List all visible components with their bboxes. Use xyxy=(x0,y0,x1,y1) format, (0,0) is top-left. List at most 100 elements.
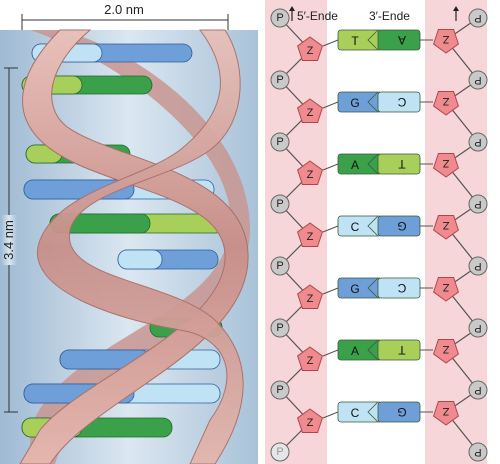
right-sugar-label: Z xyxy=(442,219,449,231)
width-dimension: 2.0 nm xyxy=(21,2,229,30)
right-sugar-label: Z xyxy=(442,95,449,107)
left-sugar xyxy=(297,346,323,371)
right-base xyxy=(377,339,421,361)
right-base xyxy=(377,401,421,423)
width-label: 2.0 nm xyxy=(104,2,144,17)
phosphate-label: P xyxy=(276,322,283,334)
right-sugar xyxy=(433,215,459,240)
left-base-label: T xyxy=(351,34,359,48)
phosphate-label: P xyxy=(276,446,283,458)
phosphate-group: P xyxy=(468,8,488,28)
left-sugar xyxy=(297,98,323,123)
left-base-label: G xyxy=(350,282,359,296)
phosphate-label: P xyxy=(276,260,283,272)
five-prime-label: 5′-Ende xyxy=(297,9,338,23)
phosphate-label: P xyxy=(474,198,481,210)
phosphate-label: P xyxy=(276,136,283,148)
phosphate-group: P xyxy=(468,256,488,276)
phosphate-group: P xyxy=(270,318,290,338)
phosphate-group: P xyxy=(270,442,290,462)
height-label: 3.4 nm xyxy=(1,220,16,260)
three-prime-label: 3′-Ende xyxy=(369,9,410,23)
right-sugar-label: Z xyxy=(442,33,449,45)
phosphate-label: P xyxy=(474,260,481,272)
phosphate-label: P xyxy=(474,446,481,458)
left-sugar xyxy=(297,36,323,61)
left-base-label: G xyxy=(350,96,359,110)
ladder: P P P P P P P P P P P P P P P P Z Z T A Z Z G C Z Z A T Z Z C G Z Z G C Z Z A T… xyxy=(270,8,488,462)
base-pair-row: Z Z C G xyxy=(297,215,459,247)
left-sugar xyxy=(297,284,323,309)
left-sugar-label: Z xyxy=(307,417,314,429)
right-base-label: C xyxy=(397,281,406,295)
phosphate-label: P xyxy=(474,322,481,334)
right-sugar-label: Z xyxy=(442,157,449,169)
height-dimension: 3.4 nm xyxy=(1,67,18,413)
phosphate-group: P xyxy=(468,442,488,462)
base-pair-row: Z Z A T xyxy=(297,339,459,371)
base-pair-row: Z Z A T xyxy=(297,153,459,185)
phosphate-group: P xyxy=(468,194,488,214)
right-sugar xyxy=(433,339,459,364)
five-prime-arrow-icon xyxy=(289,6,295,21)
right-base xyxy=(377,277,421,299)
right-base-label: G xyxy=(397,405,406,419)
phosphate-group: P xyxy=(270,8,290,28)
left-sugar-label: Z xyxy=(307,169,314,181)
right-base-label: G xyxy=(397,219,406,233)
right-base-label: A xyxy=(398,33,406,47)
phosphate-group: P xyxy=(468,70,488,90)
left-sugar xyxy=(297,408,323,433)
phosphate-label: P xyxy=(474,12,481,24)
left-sugar-label: Z xyxy=(307,355,314,367)
phosphate-label: P xyxy=(276,384,283,396)
base-pair-row: Z Z G C xyxy=(297,91,459,123)
right-sugar xyxy=(433,91,459,116)
phosphate-label: P xyxy=(474,74,481,86)
right-sugar-label: Z xyxy=(442,281,449,293)
right-base xyxy=(377,153,421,175)
phosphate-label: P xyxy=(276,74,283,86)
base-pair-row: Z Z T A xyxy=(297,29,459,61)
phosphate-group: P xyxy=(270,256,290,276)
left-sugar-label: Z xyxy=(307,231,314,243)
phosphate-group: P xyxy=(468,318,488,338)
phosphate-group: P xyxy=(270,132,290,152)
left-sugar xyxy=(297,160,323,185)
right-base-label: C xyxy=(397,95,406,109)
ladder-panel: 5′-Ende 3′-Ende P P P P P P P P P P P P P P P P Z Z T A Z Z G C… xyxy=(258,0,500,464)
base-pair-row: Z Z G C xyxy=(297,277,459,309)
base-pair-row: Z Z C G xyxy=(297,401,459,433)
right-base xyxy=(377,215,421,237)
right-base xyxy=(377,29,421,51)
left-sugar-label: Z xyxy=(307,107,314,119)
phosphate-label: P xyxy=(276,12,283,24)
left-sugar xyxy=(297,222,323,247)
phosphate-group: P xyxy=(270,70,290,90)
left-base-label: A xyxy=(351,344,359,358)
right-sugar xyxy=(433,277,459,302)
phosphate-group: P xyxy=(270,194,290,214)
right-sugar xyxy=(433,29,459,54)
right-sugar-label: Z xyxy=(442,405,449,417)
left-base-label: C xyxy=(351,220,360,234)
left-base-label: A xyxy=(351,158,359,172)
left-base-label: C xyxy=(351,406,360,420)
phosphate-group: P xyxy=(468,380,488,400)
phosphate-label: P xyxy=(474,384,481,396)
phosphate-group: P xyxy=(468,132,488,152)
right-base-label: T xyxy=(398,343,406,357)
right-sugar xyxy=(433,401,459,426)
right-sugar xyxy=(433,153,459,178)
phosphate-label: P xyxy=(474,136,481,148)
phosphate-label: P xyxy=(276,198,283,210)
right-base-label: T xyxy=(398,157,406,171)
three-prime-arrow-icon xyxy=(453,6,459,21)
right-base xyxy=(377,91,421,113)
phosphate-group: P xyxy=(270,380,290,400)
left-sugar-label: Z xyxy=(307,45,314,57)
helix-panel: 2.0 nm 3.4 nm xyxy=(0,2,258,464)
left-sugar-label: Z xyxy=(307,293,314,305)
